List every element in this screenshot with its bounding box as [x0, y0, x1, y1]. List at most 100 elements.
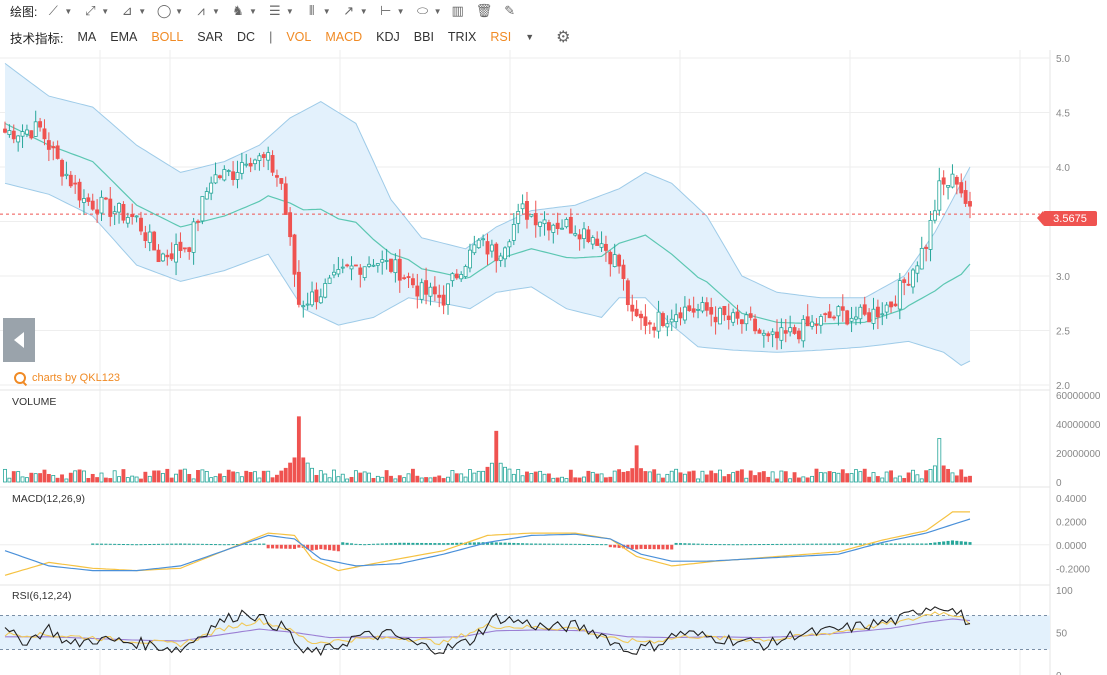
volume-bar	[178, 469, 183, 483]
draw-tool-0[interactable]: ⟋ ▼	[45, 3, 72, 19]
volume-bar	[450, 470, 455, 483]
volume-bar	[612, 470, 617, 483]
draw-tool-1[interactable]: ⤢ ▼	[82, 3, 109, 19]
indicator-ema[interactable]: EMA	[110, 30, 138, 44]
macd-histogram-bar	[582, 543, 586, 545]
left-arrow-icon	[14, 332, 24, 348]
draw-tool-4[interactable]: ⩘ ▼	[193, 3, 220, 19]
volume-bar	[871, 472, 876, 483]
macd-histogram-bar	[556, 543, 560, 545]
candle-body	[349, 265, 354, 270]
macd-histogram-bar	[920, 543, 924, 545]
candle-body	[941, 177, 946, 185]
macd-histogram-bar	[648, 544, 652, 550]
indicator-rsi[interactable]: RSI	[490, 30, 512, 44]
draw-tool-6[interactable]: ☰ ▼	[267, 3, 294, 19]
macd-histogram-bar	[604, 544, 608, 546]
macd-histogram-bar	[297, 544, 301, 548]
candle-body	[121, 204, 126, 221]
macd-histogram-bar	[705, 543, 709, 545]
volume-bar	[187, 474, 192, 483]
macd-histogram-bar	[420, 542, 424, 545]
volume-bar	[165, 468, 170, 483]
macd-histogram-bar	[573, 543, 577, 545]
candle-body	[353, 264, 358, 267]
macd-histogram-bar	[915, 543, 919, 545]
candle-body	[573, 233, 578, 236]
price-tick-label: 4.0	[1056, 163, 1070, 174]
trash-icon[interactable]: 🗑	[475, 3, 493, 18]
volume-bar	[160, 473, 165, 483]
draw-tool-2[interactable]: ⊿ ▼	[119, 3, 146, 19]
scroll-left-button[interactable]	[3, 318, 35, 362]
macd-histogram-bar	[183, 543, 187, 545]
candle-body	[204, 191, 209, 200]
macd-histogram-bar	[231, 544, 235, 546]
candle-body	[156, 249, 161, 263]
draw-tool-9[interactable]: ⊢ ▼	[378, 3, 405, 19]
candle-body	[375, 263, 380, 266]
volume-bar	[292, 457, 297, 483]
draw-tool-5[interactable]: ♞ ▼	[230, 3, 257, 19]
macd-histogram-bar	[665, 544, 669, 550]
gear-icon[interactable]: ⚙	[556, 29, 571, 46]
draw-tool-3[interactable]: ◯ ▼	[156, 3, 183, 19]
candle-body	[718, 307, 722, 325]
indicator-sar[interactable]: SAR	[197, 30, 223, 44]
candle-body	[884, 304, 889, 313]
macd-histogram-bar	[937, 541, 941, 545]
draw-tool-10[interactable]: ⬭ ▼	[415, 3, 441, 19]
volume-bar	[744, 477, 749, 483]
volume-bar	[897, 475, 902, 483]
candle-body	[239, 162, 244, 174]
brush-icon[interactable]: ✎	[504, 3, 516, 18]
volume-bar	[275, 474, 279, 483]
candle-body	[301, 305, 306, 308]
macd-histogram-bar	[345, 542, 349, 545]
indicator-bbi[interactable]: BBI	[413, 30, 434, 44]
macd-histogram-bar	[806, 543, 810, 545]
volume-bar	[213, 476, 218, 483]
candle-body	[117, 203, 121, 213]
macd-histogram-bar	[262, 543, 266, 545]
candle-body	[7, 130, 12, 135]
volume-bar	[832, 472, 836, 483]
draw-tool-8[interactable]: ↗ ▼	[341, 3, 367, 19]
volume-bar	[432, 476, 437, 483]
macd-histogram-bar	[459, 542, 463, 545]
volume-bar	[862, 468, 867, 483]
macd-histogram-bar	[336, 544, 340, 552]
candle-body	[748, 313, 753, 318]
indicator-ma[interactable]: MA	[77, 30, 97, 44]
volume-bar	[139, 478, 143, 483]
macd-tick-label: 0.4000	[1056, 494, 1087, 505]
indicator-dc[interactable]: DC	[237, 30, 256, 44]
volume-bar	[889, 470, 893, 483]
volume-bar	[454, 473, 459, 483]
indicator-boll[interactable]: BOLL	[151, 30, 184, 44]
draw-tool-7[interactable]: ⦀ ▼	[304, 3, 331, 19]
macd-histogram-bar	[692, 543, 696, 545]
volume-bar	[95, 477, 100, 483]
macd-histogram-bar	[542, 543, 547, 545]
volume-bar	[310, 467, 314, 483]
chart-type-icon[interactable]: ▥	[451, 3, 464, 18]
macd-histogram-bar	[551, 543, 555, 545]
rsi-tick-label: 50	[1056, 629, 1068, 640]
macd-histogram-bar	[385, 543, 389, 545]
candle-body	[367, 263, 372, 267]
macd-histogram-bar	[784, 543, 788, 545]
indicator-vol[interactable]: VOL	[286, 30, 312, 44]
volume-bar	[349, 476, 354, 483]
volume-bar	[608, 476, 613, 483]
indicator-kdj[interactable]: KDJ	[376, 30, 400, 44]
indicator-trix[interactable]: TRIX	[447, 30, 477, 44]
indicator-macd[interactable]: MACD	[325, 30, 363, 44]
caret-down-icon[interactable]: ▼	[525, 32, 535, 42]
candle-body	[296, 271, 301, 305]
volume-bar	[621, 471, 626, 483]
volume-bar	[125, 477, 130, 483]
volume-bar	[472, 472, 477, 483]
candle-body	[305, 303, 310, 306]
rsi-tick-label: 0	[1056, 671, 1062, 675]
